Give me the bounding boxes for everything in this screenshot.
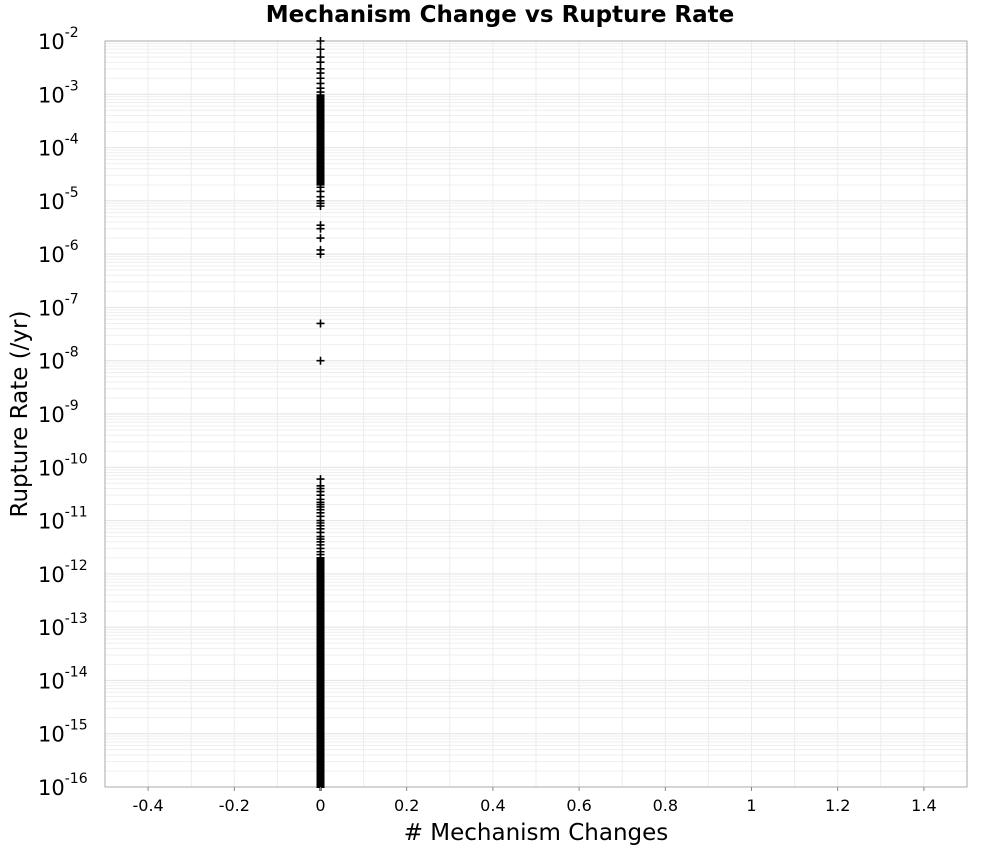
x-tick-label: -0.4 xyxy=(132,796,163,815)
data-point xyxy=(316,356,325,365)
y-tick-label: 10-5 xyxy=(38,185,79,214)
x-tick-label: 0.4 xyxy=(480,796,505,815)
data-point xyxy=(316,45,325,54)
data-point xyxy=(316,319,325,328)
y-tick-label: 10-8 xyxy=(38,345,79,374)
y-tick-label: 10-16 xyxy=(38,771,88,800)
plot-area xyxy=(104,40,968,788)
y-tick-label: 10-7 xyxy=(38,291,79,320)
data-point xyxy=(316,37,325,45)
data-points xyxy=(316,37,325,791)
data-point xyxy=(316,234,325,243)
y-tick-label: 10-3 xyxy=(38,78,79,107)
x-tick-label: 0.6 xyxy=(566,796,591,815)
x-tick-labels: -0.4 -0.2 0 0.2 0.4 0.6 0.8 1 1.2 1.4 xyxy=(132,787,937,815)
x-tick-label: -0.2 xyxy=(219,796,250,815)
x-tick-label: 1 xyxy=(746,796,756,815)
x-tick-label: 1.4 xyxy=(911,796,936,815)
y-tick-label: 10-14 xyxy=(38,664,88,693)
y-tick-labels: 10-2 10-3 10-4 10-5 10-6 10-7 10-8 10-9 10-10 10-… xyxy=(38,25,88,800)
y-tick-label: 10-15 xyxy=(38,718,88,747)
x-tick-label: 1.2 xyxy=(825,796,850,815)
x-axis-label: # Mechanism Changes xyxy=(404,820,669,846)
y-tick-label: 10-9 xyxy=(38,398,79,427)
x-tick-label: 0 xyxy=(315,796,325,815)
y-tick-label: 10-6 xyxy=(38,238,79,267)
y-tick-label: 10-12 xyxy=(38,558,88,587)
y-tick-label: 10-11 xyxy=(38,505,88,534)
x-tick-label: 0.8 xyxy=(653,796,678,815)
y-axis-label: Rupture Rate (/yr) xyxy=(7,311,33,518)
grid-lines xyxy=(104,41,968,788)
data-point xyxy=(316,250,325,259)
chart-title: Mechanism Change vs Rupture Rate xyxy=(265,2,735,28)
y-tick-label: 10-4 xyxy=(38,132,79,161)
y-tick-label: 10-10 xyxy=(38,451,88,480)
data-point xyxy=(316,202,325,211)
x-tick-label: 0.2 xyxy=(394,796,419,815)
y-tick-label: 10-13 xyxy=(38,611,88,640)
data-point xyxy=(316,224,325,233)
y-tick-label: 10-2 xyxy=(38,25,79,54)
